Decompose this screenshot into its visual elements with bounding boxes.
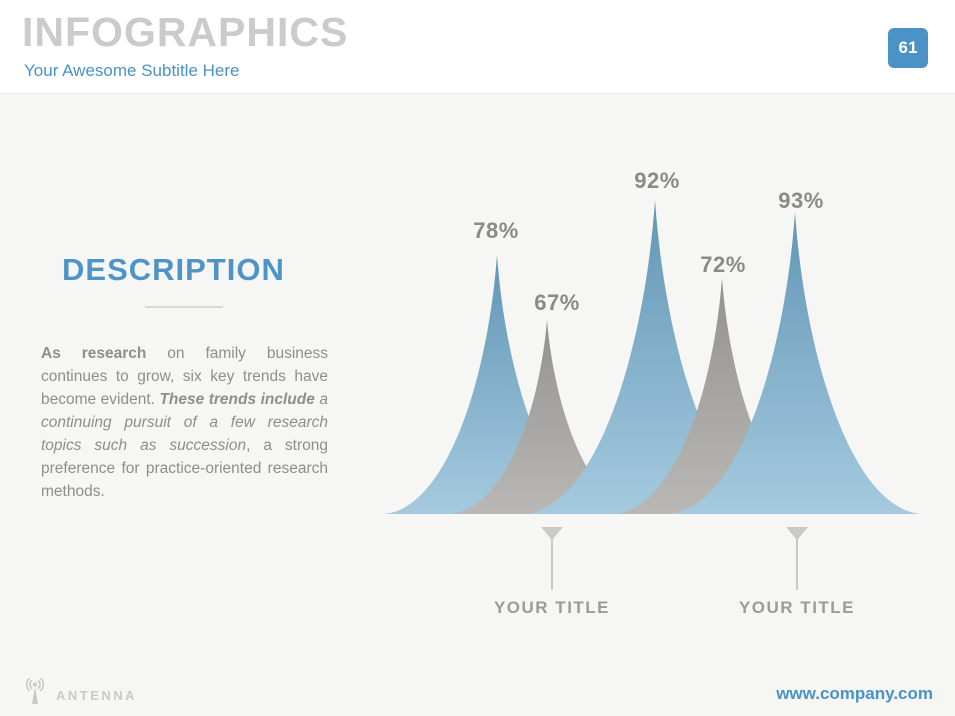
marker-title-1: YOUR TITLE <box>493 598 611 617</box>
description-segment: on family business continues to grow, si… <box>41 345 329 408</box>
chart-peak-72 <box>615 278 829 514</box>
description-segment: As research <box>41 345 147 362</box>
brand-name: ANTENNA <box>56 688 138 703</box>
slide-header: INFOGRAPHICS Your Awesome Subtitle Here … <box>0 0 955 93</box>
peak-value-label-67: 67% <box>534 290 580 315</box>
marker-triangle-2 <box>786 527 808 540</box>
description-paragraph: As research on family business continues… <box>41 342 328 503</box>
page-subtitle: Your Awesome Subtitle Here <box>24 61 240 80</box>
chart-peak-67 <box>450 320 644 514</box>
chart-peak-93 <box>669 212 921 514</box>
peak-value-label-93: 93% <box>778 188 824 213</box>
peak-value-label-78: 78% <box>473 218 519 243</box>
marker-title-2: YOUR TITLE <box>738 598 856 617</box>
chart-peak-78 <box>384 255 610 514</box>
marker-stem-1 <box>551 536 553 590</box>
peak-value-label-72: 72% <box>700 252 746 277</box>
brand-logo: ANTENNA <box>23 678 137 705</box>
marker-stem-2 <box>796 536 798 590</box>
chart-peak-92 <box>525 200 785 514</box>
description-heading: DESCRIPTION <box>62 252 285 287</box>
page-number-badge: 61 <box>888 28 928 68</box>
marker-triangle-1 <box>541 527 563 540</box>
peak-value-label-92: 92% <box>634 168 680 193</box>
description-segment: a continuing pursuit of a few research t… <box>41 391 328 454</box>
website-url[interactable]: www.company.com <box>776 684 933 703</box>
antenna-icon <box>25 678 45 704</box>
description-divider <box>145 306 223 308</box>
page-title: INFOGRAPHICS <box>22 9 349 55</box>
description-segment: These trends include <box>159 391 315 408</box>
description-segment: , a strong preference for practice-orien… <box>41 437 328 500</box>
